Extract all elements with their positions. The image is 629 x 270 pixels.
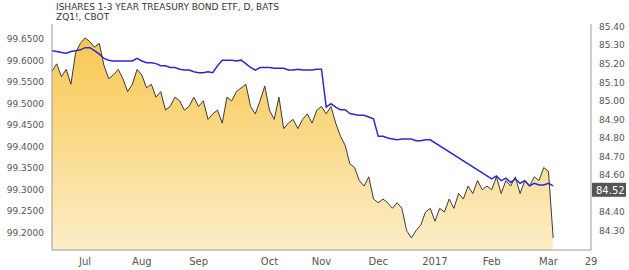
svg-text:84.70: 84.70	[599, 152, 621, 162]
svg-text:Feb: Feb	[483, 256, 501, 267]
svg-text:84.90: 84.90	[599, 115, 621, 125]
svg-text:99.3000: 99.3000	[8, 185, 44, 195]
svg-text:99.2500: 99.2500	[8, 206, 44, 216]
svg-text:Jul: Jul	[78, 256, 91, 267]
svg-text:85.10: 85.10	[599, 78, 621, 88]
svg-text:29: 29	[585, 256, 598, 267]
svg-text:Mar: Mar	[539, 256, 559, 267]
svg-text:99.5000: 99.5000	[8, 99, 44, 109]
svg-text:99.5500: 99.5500	[8, 77, 44, 87]
svg-text:84.40: 84.40	[599, 207, 621, 217]
svg-text:99.4500: 99.4500	[8, 120, 44, 130]
svg-text:99.2000: 99.2000	[8, 228, 44, 238]
svg-text:85.30: 85.30	[599, 40, 621, 50]
svg-text:99.4000: 99.4000	[8, 142, 44, 152]
html-text:ZQ1!, CBOT: ZQ1!, CBOT	[56, 12, 110, 22]
svg-text:Nov: Nov	[312, 256, 332, 267]
svg-text:84.30: 84.30	[599, 226, 621, 236]
svg-text:84.52: 84.52	[596, 185, 621, 196]
svg-text:99.3500: 99.3500	[8, 163, 44, 173]
svg-text:84.80: 84.80	[599, 133, 621, 143]
svg-text:2017: 2017	[422, 256, 447, 267]
svg-text:99.6000: 99.6000	[8, 56, 44, 66]
svg-text:84.60: 84.60	[599, 170, 621, 180]
svg-text:Dec: Dec	[369, 256, 388, 267]
svg-text:99.6500: 99.6500	[8, 34, 44, 44]
svg-text:85.00: 85.00	[599, 96, 621, 106]
html-text:ISHARES 1-3 YEAR TREASURY BOND: ISHARES 1-3 YEAR TREASURY BOND ETF, D, B…	[56, 2, 279, 12]
svg-text:Sep: Sep	[189, 256, 208, 267]
svg-text:85.40: 85.40	[599, 22, 621, 32]
svg-text:85.20: 85.20	[599, 59, 621, 69]
svg-text:Oct: Oct	[261, 256, 278, 267]
svg-text:Aug: Aug	[132, 256, 152, 267]
